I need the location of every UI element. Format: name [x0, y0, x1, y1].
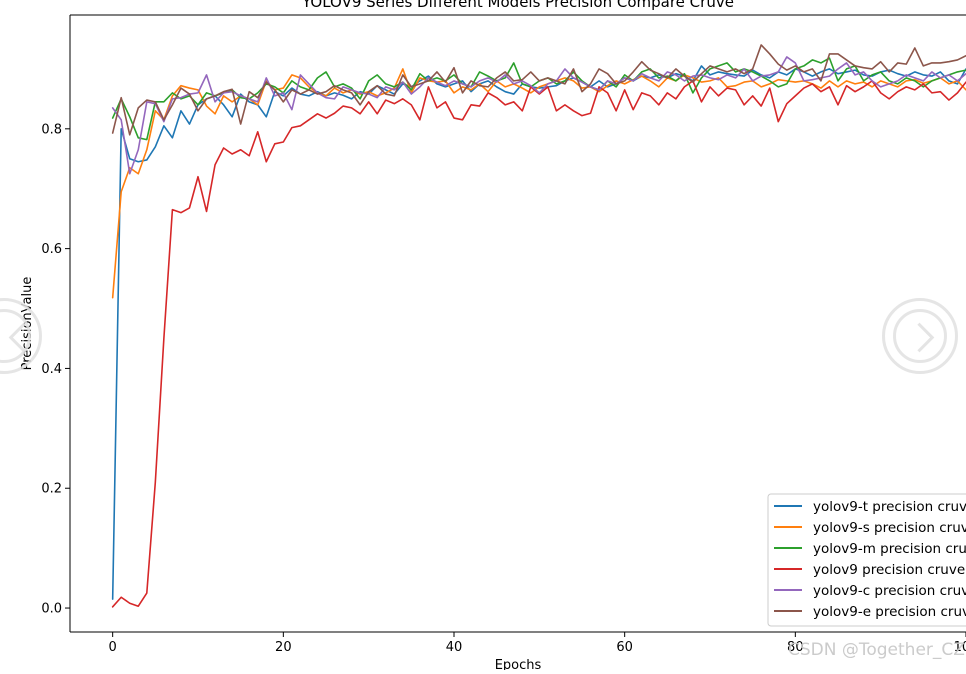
x-tick-label: 0: [109, 640, 117, 655]
y-tick-label: 0.6: [41, 242, 62, 257]
legend-label-5: yolov9-c precision cruve: [813, 583, 966, 599]
y-tick-label: 0.2: [41, 482, 62, 497]
x-tick-label: 60: [616, 640, 633, 655]
x-axis-label: Epochs: [495, 658, 542, 670]
x-tick-label: 80: [787, 640, 804, 655]
y-tick-label: 0.8: [41, 122, 62, 137]
watermark-text: CSDN @Together_CZ: [788, 640, 965, 660]
x-tick-label: 100: [954, 640, 966, 655]
legend-label-3: yolov9-m precision cruve: [813, 541, 966, 557]
legend-label-4: yolov9 precision cruve: [813, 562, 965, 578]
legend-label-1: yolov9-t precision cruve: [813, 499, 966, 515]
series-line-5: [111, 56, 966, 175]
legend-box: [767, 493, 966, 627]
chart-title: YOLOV9 Series Different Models Precision…: [301, 0, 734, 11]
series-line-2: [111, 68, 966, 299]
y-tick-label: 0.4: [41, 362, 62, 377]
series-line-6: [111, 44, 966, 136]
series-line-4: [111, 80, 966, 608]
carousel-next-button[interactable]: [882, 298, 958, 374]
carousel-next-ring: [893, 309, 947, 363]
legend-label-2: yolov9-s precision cruve: [813, 520, 966, 536]
legend-label-6: yolov9-e precision cruve: [813, 604, 966, 620]
x-tick-label: 40: [446, 640, 463, 655]
x-tick-label: 20: [275, 640, 292, 655]
y-tick-label: 0.0: [41, 602, 62, 617]
